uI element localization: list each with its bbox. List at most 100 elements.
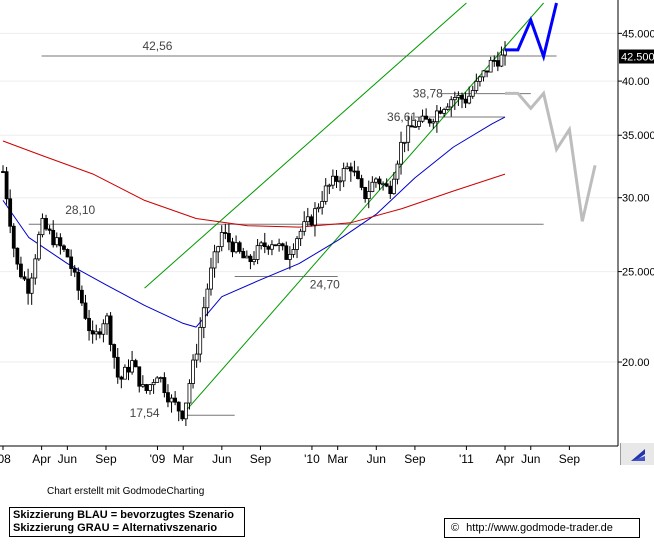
x-tick-label: '10 (304, 452, 320, 466)
candle-body (4, 171, 9, 200)
candle-body (26, 278, 31, 294)
candle-body (481, 70, 486, 78)
level-label: 36,61 (387, 110, 417, 124)
copyright-symbol: © (451, 522, 460, 534)
candle-body (223, 232, 228, 234)
candle-body (406, 125, 411, 143)
candle-body (277, 243, 282, 246)
x-tick-label: '11 (459, 452, 474, 466)
candle-body (488, 59, 493, 73)
candle-body (409, 125, 414, 128)
candle-body (316, 206, 321, 210)
candle-body (266, 246, 271, 250)
candle-body (72, 268, 77, 273)
level-label: 28,10 (65, 203, 95, 217)
level-label: 42,56 (142, 39, 172, 53)
candle-body (58, 237, 63, 247)
candle-body (123, 366, 127, 380)
candle-body (252, 259, 256, 263)
candle-body (83, 302, 88, 319)
candle-body (345, 166, 350, 169)
candle-body (305, 216, 310, 223)
candle-body (76, 271, 81, 291)
candle-body (112, 344, 117, 358)
level-label: 38,78 (413, 87, 443, 101)
candle-body (356, 170, 360, 179)
candle-body (183, 402, 188, 420)
candle-body (338, 180, 342, 183)
candle-body (402, 141, 407, 144)
candle-body (191, 359, 195, 384)
candle-body (194, 353, 199, 361)
candle-body (478, 76, 482, 82)
candle-body (198, 326, 203, 355)
candle-body (463, 98, 468, 104)
candle-body (460, 94, 464, 100)
candle-body (420, 115, 425, 122)
candle-body (237, 242, 242, 252)
x-tick-label: Sep (559, 452, 581, 466)
candle-body (180, 410, 185, 420)
candle-body (388, 185, 393, 195)
candle-body (126, 366, 131, 373)
candle-body (1, 171, 5, 173)
candle-body (298, 230, 303, 240)
candle-body (51, 229, 56, 246)
candle-body (273, 244, 278, 247)
candle-body (485, 70, 489, 73)
candle-body (97, 331, 102, 335)
candle-body (377, 178, 382, 185)
scenario-line (505, 90, 597, 222)
candle-body (399, 141, 403, 165)
candle-body (137, 366, 142, 387)
candle-body (452, 97, 457, 101)
candle-body (108, 315, 113, 345)
candle-body (262, 242, 267, 247)
scenario-line (505, 2, 558, 62)
current-value-box (619, 49, 654, 64)
candle-body (94, 331, 99, 335)
candle-body (162, 377, 167, 394)
website-link[interactable]: © http://www.godmode-trader.de (444, 518, 640, 538)
candle-body (87, 317, 91, 332)
candle-body (201, 307, 206, 328)
candle-body (334, 175, 339, 182)
candle-body (474, 80, 479, 91)
x-tick-label: Jun (367, 452, 386, 466)
candle-body (280, 243, 285, 247)
candle-body (449, 99, 454, 108)
candle-body (148, 384, 152, 391)
candle-body (205, 288, 210, 309)
channel-line (144, 2, 467, 289)
y-tick-label: 20.00 (622, 357, 650, 369)
candle-body (11, 225, 16, 249)
candle-body (166, 392, 170, 403)
candle-body (499, 54, 504, 67)
candle-body (359, 178, 364, 188)
candle-body (363, 187, 368, 200)
candle-body (40, 218, 45, 236)
legend-blue-scenario: Skizzierung BLAU = bevorzugtes Szenario (13, 509, 234, 521)
candle-body (133, 360, 138, 368)
scroll-right-button[interactable] (620, 443, 654, 465)
candle-body (33, 258, 38, 279)
candle-body (467, 95, 472, 104)
candle-body (158, 377, 163, 379)
x-tick-label: '08 (0, 452, 11, 466)
candle-body (374, 178, 378, 183)
candle-body (169, 397, 174, 403)
candle-body (295, 238, 299, 250)
candle-body (54, 237, 59, 246)
candle-body (352, 170, 357, 173)
arrow-down-left-icon (631, 449, 645, 461)
candle-body (248, 255, 253, 263)
candle-body (90, 330, 95, 335)
y-tick-label: 40.00 (622, 76, 650, 88)
candle-body (330, 175, 335, 186)
candle-body (209, 267, 213, 290)
candle-body (287, 253, 292, 260)
candle-body (445, 106, 450, 110)
candle-body (227, 233, 231, 243)
y-tick-label: 25.000 (622, 267, 654, 279)
